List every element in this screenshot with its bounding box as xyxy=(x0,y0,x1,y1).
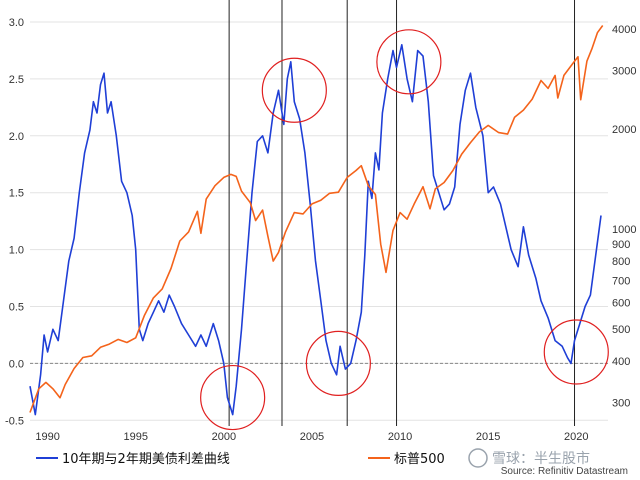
highlight-circle xyxy=(543,319,609,385)
highlight-circle xyxy=(200,364,266,431)
highlight-circle xyxy=(305,330,371,397)
left-tick-label: 1.0 xyxy=(9,245,24,257)
right-tick-label: 700 xyxy=(612,275,630,287)
right-tick-label: 500 xyxy=(612,324,630,336)
left-tick-label: 0.5 xyxy=(9,302,24,314)
sp500-line xyxy=(29,25,604,413)
x-axis-ticks: 1990 1995 2000 2005 2010 2015 2020 xyxy=(35,431,588,443)
right-tick-label: 2000 xyxy=(612,124,636,136)
right-tick-label: 1000 xyxy=(612,224,636,236)
highlight-circle xyxy=(376,29,442,95)
x-tick-label: 2000 xyxy=(212,431,236,443)
x-tick-label: 2005 xyxy=(300,431,324,443)
left-axis-ticks: 3.0 2.5 2.0 1.5 1.0 0.5 0.0 -0.5 xyxy=(5,17,24,427)
right-axis-ticks: 4000 3000 2000 1000 900 800 700 600 500 400 300 xyxy=(612,24,636,410)
right-tick-label: 600 xyxy=(612,298,630,310)
x-tick-label: 2020 xyxy=(564,431,588,443)
source-note: Source: Refinitiv Datastream xyxy=(501,466,628,477)
right-tick-label: 400 xyxy=(612,356,630,368)
left-tick-label: 1.5 xyxy=(9,188,24,200)
snowball-logo-icon xyxy=(468,448,488,468)
watermark-text: 雪球：半生股市 xyxy=(492,450,590,467)
x-tick-label: 2015 xyxy=(476,431,500,443)
x-tick-label: 1995 xyxy=(123,431,147,443)
right-tick-label: 800 xyxy=(612,256,630,268)
highlight-circles xyxy=(200,29,609,431)
highlight-circle xyxy=(261,57,327,123)
left-tick-label: 2.0 xyxy=(9,131,24,143)
watermark: 雪球：半生股市 xyxy=(468,448,590,468)
left-tick-label: 0.0 xyxy=(9,358,24,370)
right-tick-label: 3000 xyxy=(612,66,636,78)
spread-line xyxy=(29,44,602,416)
legend-label-sp500: 标普500 xyxy=(394,452,445,467)
right-tick-label: 900 xyxy=(612,239,630,251)
left-tick-label: -0.5 xyxy=(5,415,24,427)
series-layer xyxy=(29,25,604,416)
event-lines xyxy=(228,0,576,426)
left-tick-label: 3.0 xyxy=(9,17,24,29)
right-tick-label: 300 xyxy=(612,398,630,410)
right-tick-label: 4000 xyxy=(612,24,636,36)
left-tick-label: 2.5 xyxy=(9,74,24,86)
grid-lines xyxy=(30,21,608,421)
legend-label-spread: 10年期与2年期美债利差曲线 xyxy=(62,452,230,467)
x-tick-label: 2010 xyxy=(388,431,412,443)
x-tick-label: 1990 xyxy=(35,431,59,443)
legend: 10年期与2年期美债利差曲线 标普500 xyxy=(36,452,445,467)
